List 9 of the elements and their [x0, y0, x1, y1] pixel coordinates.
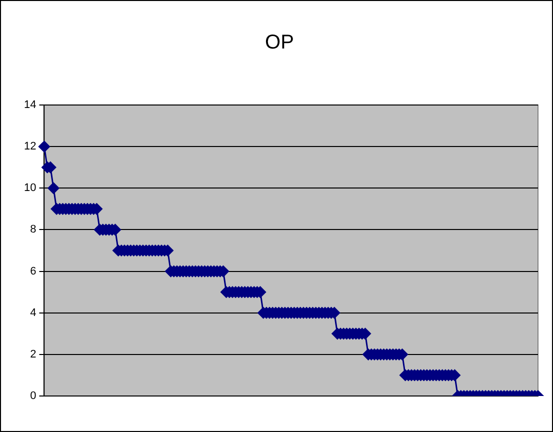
y-tick-label: 0 — [30, 390, 36, 402]
y-tick-label: 12 — [24, 140, 36, 153]
y-tick-label: 4 — [30, 306, 36, 319]
y-tick-label: 2 — [30, 348, 36, 360]
chart-title: OP — [265, 32, 294, 54]
y-tick-label: 6 — [30, 265, 36, 278]
y-tick-label: 14 — [24, 99, 36, 112]
y-tick-label: 10 — [24, 182, 36, 194]
y-tick-label: 8 — [30, 224, 36, 236]
